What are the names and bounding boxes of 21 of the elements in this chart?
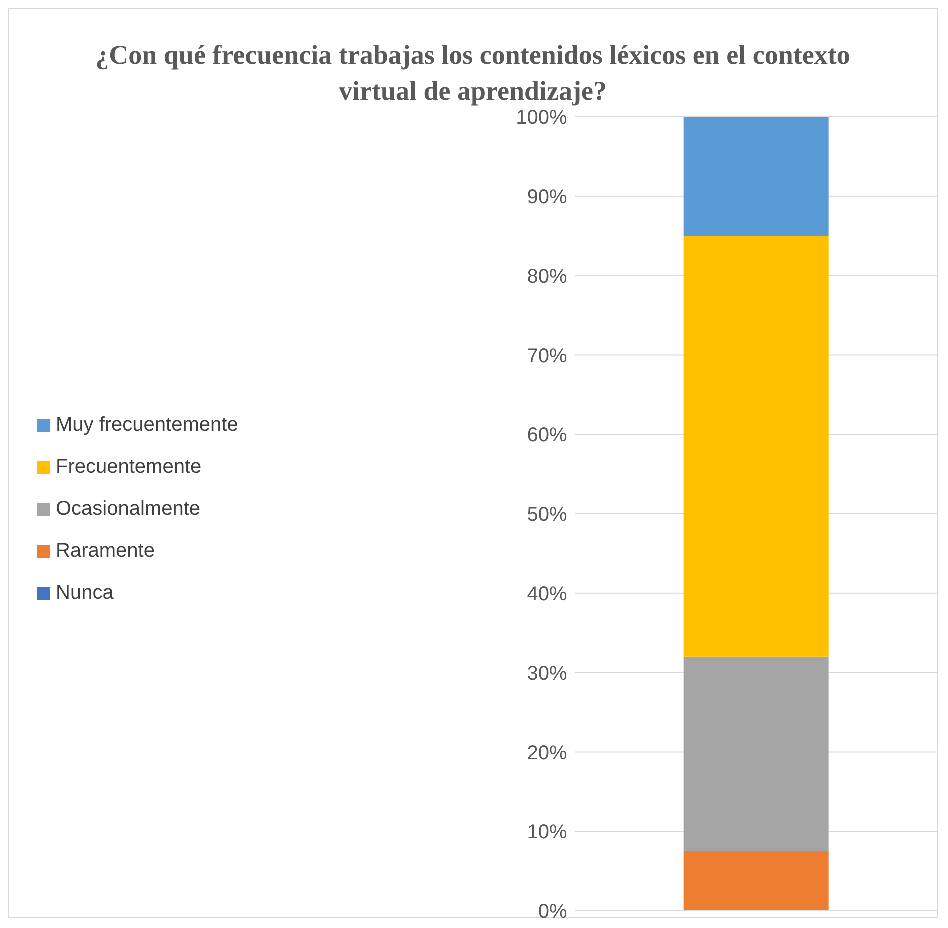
y-tick-label: 30% — [527, 662, 568, 685]
bar — [684, 656, 829, 852]
y-tick-label: 0% — [538, 901, 568, 924]
y-tick-label: 80% — [527, 266, 568, 288]
y-tick-label: 50% — [527, 504, 568, 526]
y-tick-label: 40% — [527, 584, 568, 606]
bar — [684, 851, 829, 911]
legend-label: Frecuentemente — [56, 456, 202, 479]
y-tick-label: 70% — [527, 345, 568, 368]
bar — [684, 117, 829, 236]
legend-label: Ocasionalmente — [56, 498, 201, 521]
y-tick-label: 100% — [516, 107, 568, 130]
legend-label: Nunca — [56, 582, 114, 605]
y-tick-label: 10% — [527, 822, 568, 844]
y-tick-label: 60% — [527, 424, 568, 447]
legend-label: Muy frecuentemente — [56, 414, 238, 437]
chart-title: ¿Con qué frecuencia trabajas los contenidos léxicos en el contexto virtual de aprendizaje? — [94, 39, 852, 108]
y-tick-label: 90% — [527, 186, 568, 208]
y-tick-label: 20% — [527, 742, 568, 764]
legend-label: Raramente — [56, 540, 155, 563]
bar — [684, 236, 829, 657]
